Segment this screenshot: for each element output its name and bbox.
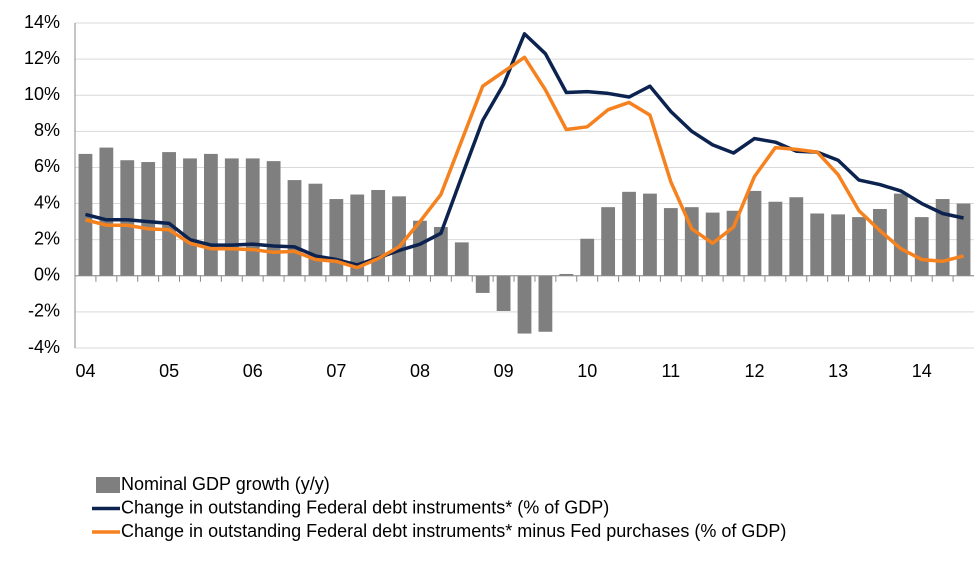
bar — [475, 275, 490, 293]
x-tick-label: 04 — [75, 361, 95, 381]
bar — [308, 183, 323, 276]
y-tick-label: 12% — [24, 48, 60, 68]
bar — [538, 275, 553, 332]
bar — [873, 208, 887, 276]
y-tick-label: 6% — [34, 156, 60, 176]
x-tick-label: 07 — [326, 361, 346, 381]
bar — [162, 152, 176, 276]
y-tick-label: -4% — [28, 337, 60, 357]
y-tick-label: 10% — [24, 84, 60, 104]
line — [85, 55, 964, 270]
bar — [183, 158, 197, 276]
x-tick-label: 09 — [494, 361, 514, 381]
bar — [99, 147, 114, 276]
bar — [831, 214, 846, 276]
bar — [622, 191, 636, 276]
bar — [810, 213, 825, 276]
x-tick-label: 08 — [410, 361, 430, 381]
bar — [768, 201, 783, 276]
bar — [663, 208, 678, 276]
bar — [287, 180, 302, 276]
bar — [601, 207, 616, 276]
x-tick-label: 10 — [577, 361, 597, 381]
y-tick-label: 2% — [34, 228, 60, 248]
bar — [454, 242, 469, 276]
bar — [643, 193, 657, 276]
bar — [203, 153, 218, 276]
legend-swatch — [96, 477, 120, 493]
bar — [517, 275, 532, 334]
x-tick-label: 05 — [159, 361, 179, 381]
bar — [266, 161, 281, 276]
bar — [956, 203, 971, 276]
bar — [329, 199, 344, 276]
y-tick-label: 4% — [34, 192, 60, 212]
x-tick-label: 06 — [243, 361, 263, 381]
bar — [496, 275, 511, 311]
legend-label: Nominal GDP growth (y/y) — [121, 474, 330, 494]
bar — [413, 220, 427, 276]
bar — [580, 238, 595, 276]
bar — [141, 162, 156, 276]
bar — [914, 217, 929, 276]
x-tick-label: 13 — [828, 361, 848, 381]
bar — [852, 217, 866, 276]
bar — [350, 194, 365, 276]
x-tick-label: 11 — [662, 361, 681, 381]
x-tick-label: 14 — [912, 361, 932, 381]
bar — [559, 273, 574, 276]
legend-label: Change in outstanding Federal debt instr… — [121, 497, 609, 517]
bar — [433, 227, 448, 276]
bar — [935, 199, 950, 276]
bar — [747, 190, 762, 276]
legend-label: Change in outstanding Federal debt instr… — [121, 521, 786, 541]
bar — [893, 193, 908, 276]
bar — [120, 160, 135, 276]
bar — [726, 210, 741, 276]
x-tick-label: 12 — [744, 361, 764, 381]
y-tick-label: 8% — [34, 120, 60, 140]
y-tick-label: -2% — [28, 301, 60, 321]
bar — [789, 197, 804, 276]
y-tick-label: 0% — [34, 265, 60, 285]
bar — [371, 190, 386, 276]
bar — [224, 158, 239, 276]
bar — [245, 158, 260, 276]
bar — [392, 196, 406, 276]
y-tick-label: 14% — [24, 12, 60, 32]
